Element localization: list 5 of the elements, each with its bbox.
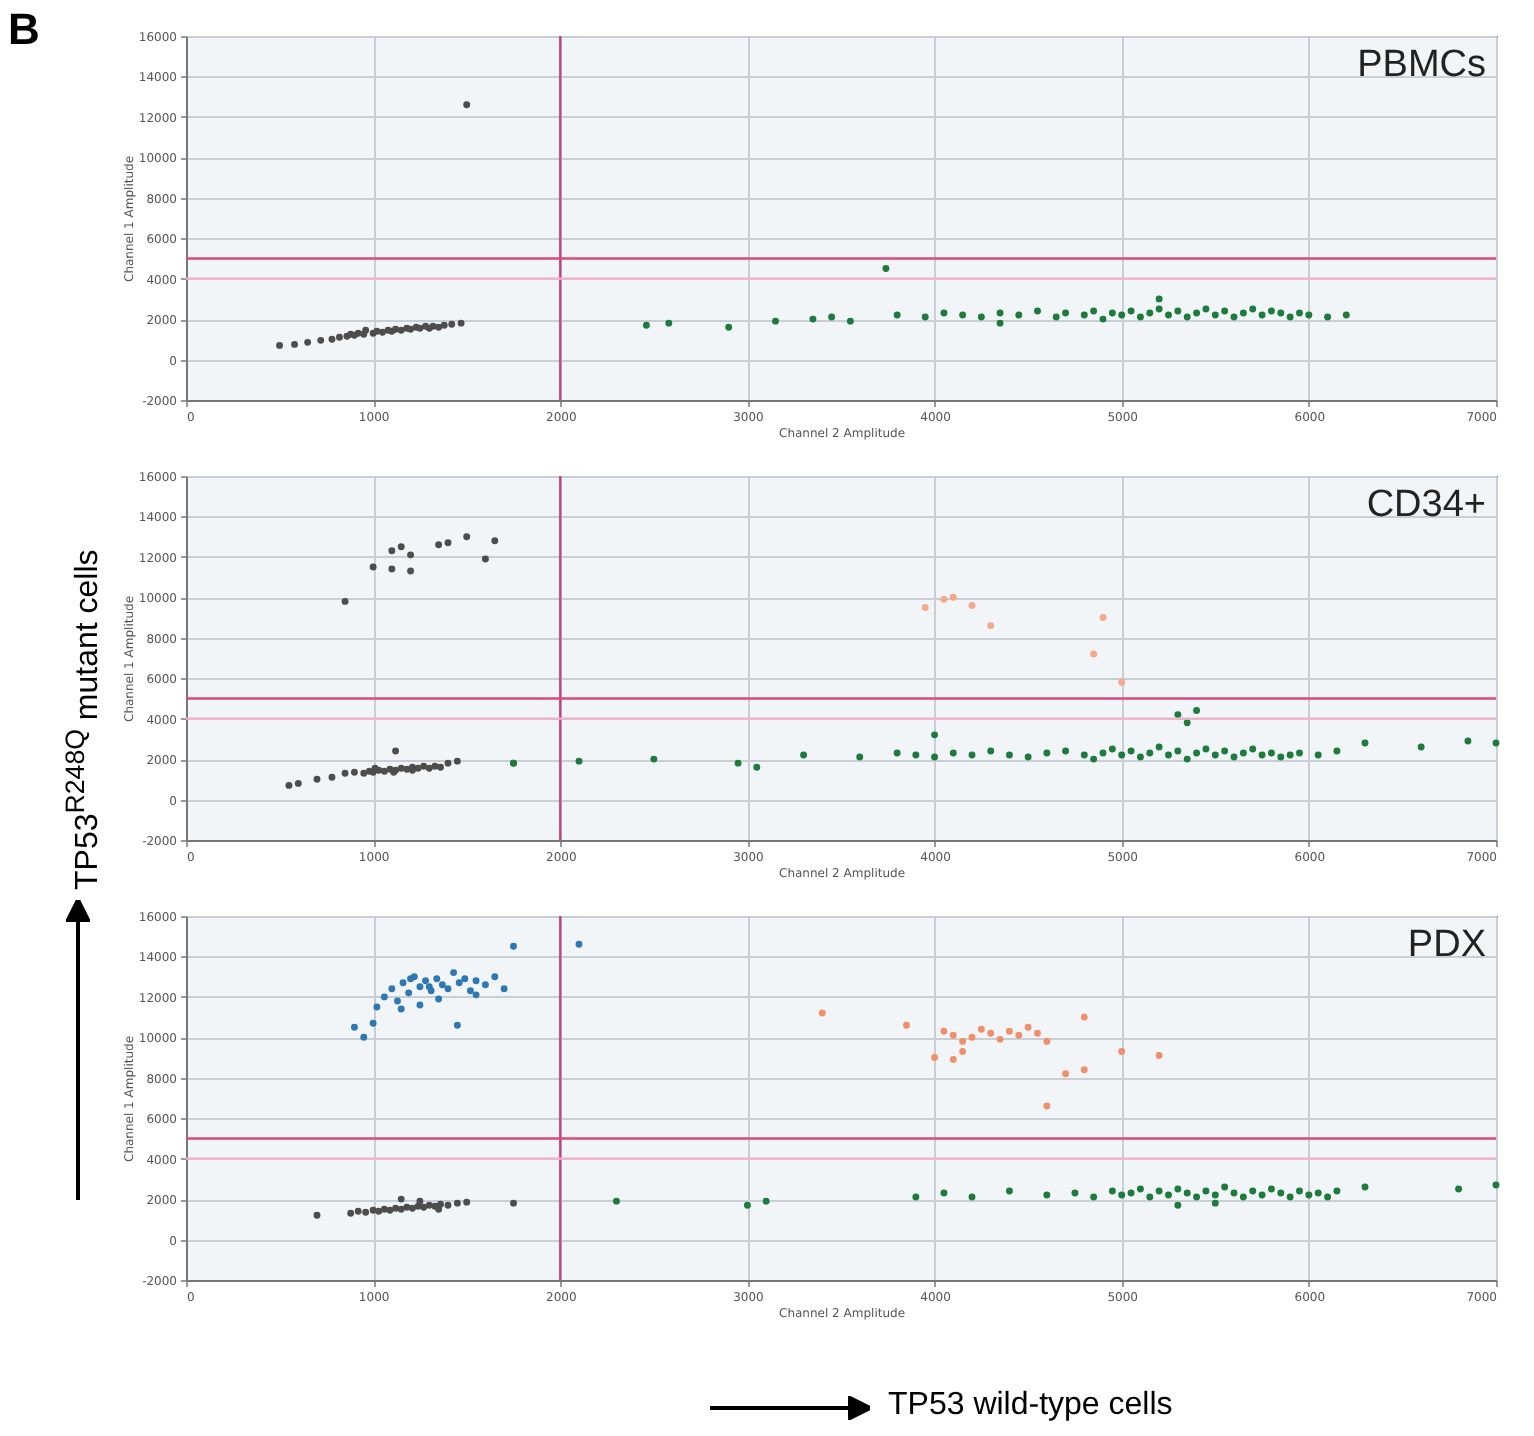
text: TP53 wild-type cells	[888, 1388, 1173, 1424]
annotation: CD34+	[1366, 484, 1486, 526]
text: B	[8, 4, 40, 56]
annotation: PDX	[1407, 924, 1487, 966]
annotation: PBMCs	[1357, 44, 1486, 86]
